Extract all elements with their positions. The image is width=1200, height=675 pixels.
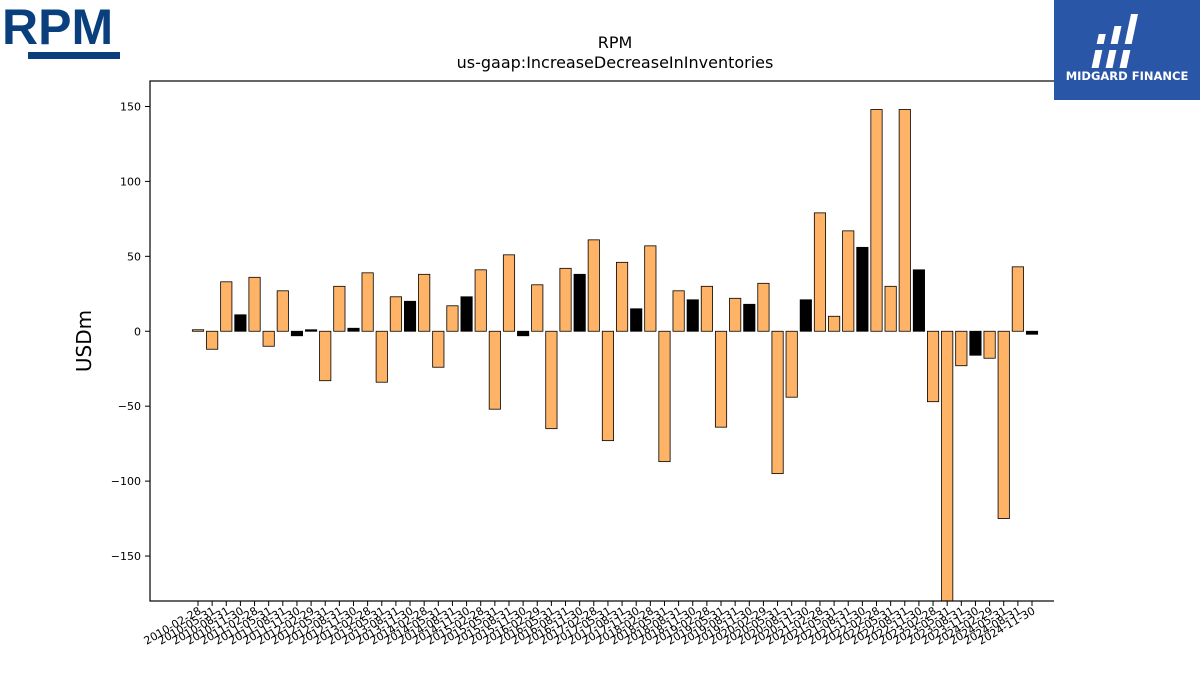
bar-2023-05-31 <box>941 330 954 602</box>
chart-subtitle: us-gaap:IncreaseDecreaseInInventories <box>457 53 774 72</box>
bar-2018-05-31 <box>658 330 671 463</box>
bar-2021-08-31 <box>842 230 855 332</box>
y-axis: 150 100 50 0 −50 −100 −150 <box>111 100 150 563</box>
bar-2012-05-31 <box>319 330 332 382</box>
y-tick-label: 100 <box>120 175 141 188</box>
bar-2022-08-31 <box>898 109 911 332</box>
bar-2014-02-28 <box>418 273 431 332</box>
bar-2017-02-28 <box>587 239 600 332</box>
bar-2010-05-31 <box>206 330 219 350</box>
bar-2019-02-28 <box>700 285 713 332</box>
rpm-logo-text: RPM <box>2 0 113 55</box>
bar-2015-08-31 <box>502 254 516 332</box>
midgard-finance-text: MIDGARD FINANCE <box>1066 69 1189 83</box>
bar-2012-08-31 <box>333 285 346 332</box>
bar-2013-08-31 <box>389 296 402 332</box>
y-axis-label: USDm <box>72 310 96 372</box>
rpm-logo: RPM <box>2 0 120 59</box>
bar-2020-05-31 <box>771 330 784 475</box>
bar-2014-11-30 <box>460 296 473 332</box>
bar-2022-05-31 <box>884 285 897 332</box>
bar-2014-08-31 <box>446 305 459 332</box>
bar-2012-11-30 <box>347 327 360 332</box>
y-tick-label: 150 <box>120 100 141 113</box>
bar-2024-05-31 <box>997 330 1010 519</box>
bar-2017-05-31 <box>601 330 614 442</box>
bar-2020-11-30 <box>799 299 812 332</box>
bar-2016-11-30 <box>573 273 586 332</box>
bar-2014-05-31 <box>432 330 445 368</box>
bar-2019-05-31 <box>714 330 728 428</box>
bar-2011-02-28 <box>248 276 261 332</box>
bar-2017-11-30 <box>630 308 643 332</box>
bar-2018-08-31 <box>672 290 685 332</box>
bar-2023-11-30 <box>969 330 982 356</box>
bar-2016-05-31 <box>545 330 558 430</box>
bar-chart: RPM us-gaap:IncreaseDecreaseInInventorie… <box>72 33 1054 648</box>
bar-2020-08-31 <box>785 330 798 398</box>
bar-2022-11-30 <box>912 269 925 332</box>
bar-2018-02-28 <box>644 245 657 332</box>
y-tick-label: −150 <box>111 550 141 563</box>
chart-title: RPM <box>598 33 633 52</box>
bar-2021-05-31 <box>828 315 841 332</box>
bar-2019-08-31 <box>729 297 742 332</box>
bar-2013-05-31 <box>375 330 388 383</box>
bar-2024-11-30 <box>1025 330 1039 335</box>
bar-2020-02-29 <box>757 282 770 332</box>
bar-2011-05-31 <box>262 330 275 347</box>
bar-2015-02-28 <box>474 269 487 332</box>
bar-2021-02-28 <box>813 212 827 332</box>
y-tick-label: −50 <box>118 400 141 413</box>
bar-2022-02-28 <box>870 109 883 332</box>
bar-2013-02-28 <box>361 272 374 332</box>
bar-2016-02-29 <box>531 284 544 332</box>
bar-2019-11-30 <box>743 303 756 332</box>
bar-2010-02-28 <box>191 329 205 332</box>
bar-2024-08-31 <box>1011 266 1024 332</box>
plot-frame <box>149 80 1054 602</box>
y-tick-label: 50 <box>127 250 141 263</box>
bar-2023-08-31 <box>955 330 968 367</box>
bar-2010-08-31 <box>220 281 233 332</box>
bar-2018-11-30 <box>686 299 699 332</box>
x-axis: 2010-02-282010-05-312010-08-312010-11-30… <box>142 601 1038 648</box>
bar-group <box>191 109 1039 602</box>
bar-2015-05-31 <box>488 330 501 410</box>
y-tick-label: 0 <box>134 325 141 338</box>
bar-2017-08-31 <box>616 261 629 332</box>
bar-2015-11-30 <box>517 330 530 337</box>
bar-2012-02-29 <box>305 329 318 332</box>
bar-2011-11-30 <box>290 330 304 337</box>
bar-2021-11-30 <box>856 246 869 332</box>
midgard-emblem-icon: MIDGARD FINANCE <box>1066 14 1189 83</box>
bar-2010-11-30 <box>234 314 247 332</box>
bar-2013-11-30 <box>403 300 417 332</box>
bar-2023-02-28 <box>927 330 940 403</box>
midgard-finance-logo: MIDGARD FINANCE <box>1054 0 1200 100</box>
y-tick-label: −100 <box>111 475 141 488</box>
bar-2016-08-31 <box>559 267 572 332</box>
rpm-logo-underline <box>28 52 120 59</box>
bar-2011-08-31 <box>276 290 289 332</box>
bar-2024-02-29 <box>983 330 996 359</box>
